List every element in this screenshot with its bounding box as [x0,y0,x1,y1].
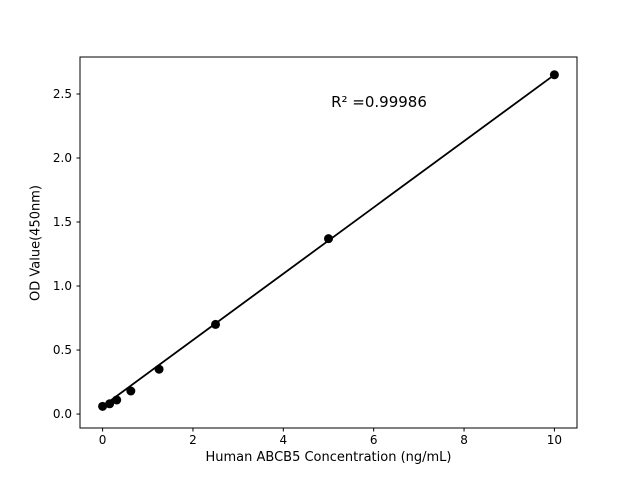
data-point [211,319,221,329]
x-tick-label: 2 [189,433,197,447]
data-point [112,395,122,405]
data-point [154,364,164,374]
data-point [105,399,115,409]
y-tick-label: 2.5 [53,87,72,101]
y-tick-label: 0.0 [53,407,72,421]
r-squared-annotation: R² =0.99986 [331,93,427,111]
data-point [98,401,108,411]
axes-frame [79,56,578,429]
y-tick-label: 0.5 [53,343,72,357]
x-tick-label: 6 [370,433,378,447]
x-tick-label: 0 [99,433,107,447]
y-tick-label: 1.0 [53,279,72,293]
data-point [126,386,136,396]
y-tick-label: 1.5 [53,215,72,229]
x-tick-label: 10 [547,433,562,447]
x-tick-label: 8 [460,433,468,447]
data-point [324,234,333,244]
data-point [549,70,559,80]
y-axis-label: OD Value(450nm) [28,185,44,301]
y-tick-label: 2.0 [53,151,72,165]
x-axis-label: Human ABCB5 Concentration (ng/mL) [205,450,452,465]
x-tick-label: 4 [279,433,287,447]
